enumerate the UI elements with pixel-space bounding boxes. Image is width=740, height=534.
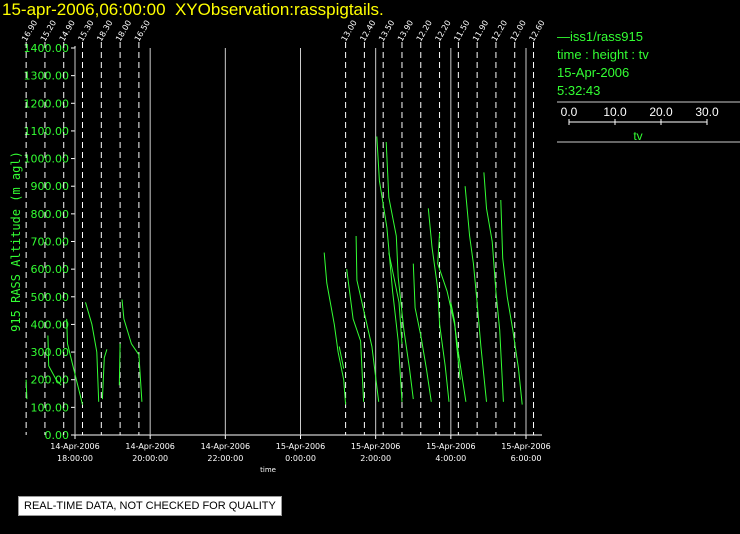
y-tick-label: 600.00 [31, 263, 70, 276]
legend-time: 5:32:43 [557, 83, 601, 98]
legend-scale-tick-label: 0.0 [561, 105, 578, 119]
legend-panel: —iss1/rass915 time : height : tv 15-Apr-… [557, 28, 740, 100]
reference-line-label: 12.20 [433, 19, 452, 43]
legend-scale-tick-label: 10.0 [603, 105, 627, 119]
x-tick-date: 15-Apr-2006 [426, 442, 475, 451]
y-tick-label: 700.00 [31, 236, 70, 249]
profile-trace [121, 299, 143, 402]
y-tick-label: 800.00 [31, 208, 70, 221]
x-tick-time: 22:00:00 [207, 454, 243, 463]
reference-line-label: 12.60 [527, 19, 546, 43]
x-tick-time: 6:00:00 [511, 454, 542, 463]
x-axis-title: time [260, 466, 276, 474]
x-tick-time: 20:00:00 [132, 454, 168, 463]
reference-line-label: 13.50 [377, 19, 396, 43]
reference-line-label: 13.00 [340, 19, 359, 43]
x-tick-time: 0:00:00 [285, 454, 316, 463]
reference-line-label: 12.40 [358, 19, 377, 43]
x-tick-date: 14-Apr-2006 [50, 442, 99, 451]
reference-line-label: 18.30 [95, 19, 114, 43]
x-tick-date: 15-Apr-2006 [276, 442, 325, 451]
profile-trace [483, 172, 504, 402]
profile-trace [338, 346, 345, 369]
y-tick-label: 1200.00 [24, 97, 70, 110]
reference-line-label: 12.20 [490, 19, 509, 43]
y-tick-label: 1400.00 [24, 42, 70, 55]
profile-trace [323, 252, 347, 405]
legend-axes: time : height : tv [557, 47, 649, 62]
profile-trace [47, 335, 62, 386]
x-tick-date: 14-Apr-2006 [125, 442, 174, 451]
x-tick-time: 18:00:00 [57, 454, 93, 463]
x-tick-date: 15-Apr-2006 [501, 442, 550, 451]
profile-trace [355, 235, 380, 402]
reference-line-label: 12.00 [509, 19, 528, 43]
quality-disclaimer: REAL-TIME DATA, NOT CHECKED FOR QUALITY [18, 496, 282, 516]
legend-scale-label: tv [633, 129, 642, 143]
x-tick-time: 2:00:00 [360, 454, 391, 463]
x-tick-date: 15-Apr-2006 [351, 442, 400, 451]
reference-line-label: 18.00 [114, 19, 133, 43]
legend-scale-tick-label: 20.0 [649, 105, 673, 119]
profile-trace [118, 343, 121, 386]
legend-color-scale: 0.0 10.0 20.0 30.0 tv [557, 101, 740, 143]
y-tick-label: 300.00 [31, 346, 70, 359]
profile-trace [66, 318, 83, 405]
profile-trace [437, 233, 467, 402]
chart-title: 15-apr-2006,06:00:00 XYObservation:rassp… [2, 0, 384, 19]
legend-scale-tick-label: 30.0 [695, 105, 719, 119]
legend-series: —iss1/rass915 [557, 29, 643, 44]
profile-trace [388, 252, 403, 344]
reference-line-label: 13.90 [396, 19, 415, 43]
reference-line-label: 15.30 [76, 19, 95, 43]
profile-trace [464, 186, 487, 402]
legend-date: 15-Apr-2006 [557, 65, 630, 80]
reference-line-label: 16.90 [20, 19, 39, 43]
profile-trace [385, 141, 414, 400]
y-tick-label: 1000.00 [24, 153, 70, 166]
profile-trace [346, 269, 365, 402]
reference-line-label: 12.20 [415, 19, 434, 43]
reference-line-label: 14.90 [58, 19, 77, 43]
profile-trace [450, 302, 461, 380]
y-tick-label: 1100.00 [24, 125, 70, 138]
profile-trace [500, 199, 523, 405]
profile-trace [25, 379, 28, 400]
x-tick-date: 14-Apr-2006 [201, 442, 250, 451]
reference-line-label: 11.50 [452, 19, 471, 43]
reference-line-label: 15.20 [39, 19, 58, 43]
y-tick-label: 0.00 [45, 429, 70, 442]
y-tick-label: 400.00 [31, 318, 70, 331]
y-tick-label: 500.00 [31, 291, 70, 304]
reference-line-label: 16.50 [133, 19, 152, 43]
y-tick-label: 1300.00 [24, 70, 70, 83]
y-axis-title: 915 RASS Altitude (m agl) [9, 151, 23, 332]
profile-trace [412, 263, 432, 402]
x-tick-time: 4:00:00 [435, 454, 466, 463]
profile-trace [427, 208, 450, 402]
legend-series-label: iss1/rass915 [570, 29, 643, 44]
profile-trace [85, 302, 100, 402]
profile-trace [101, 349, 108, 400]
y-tick-label: 100.00 [31, 401, 70, 414]
reference-line-label: 11.90 [471, 19, 490, 43]
y-tick-label: 900.00 [31, 180, 70, 193]
